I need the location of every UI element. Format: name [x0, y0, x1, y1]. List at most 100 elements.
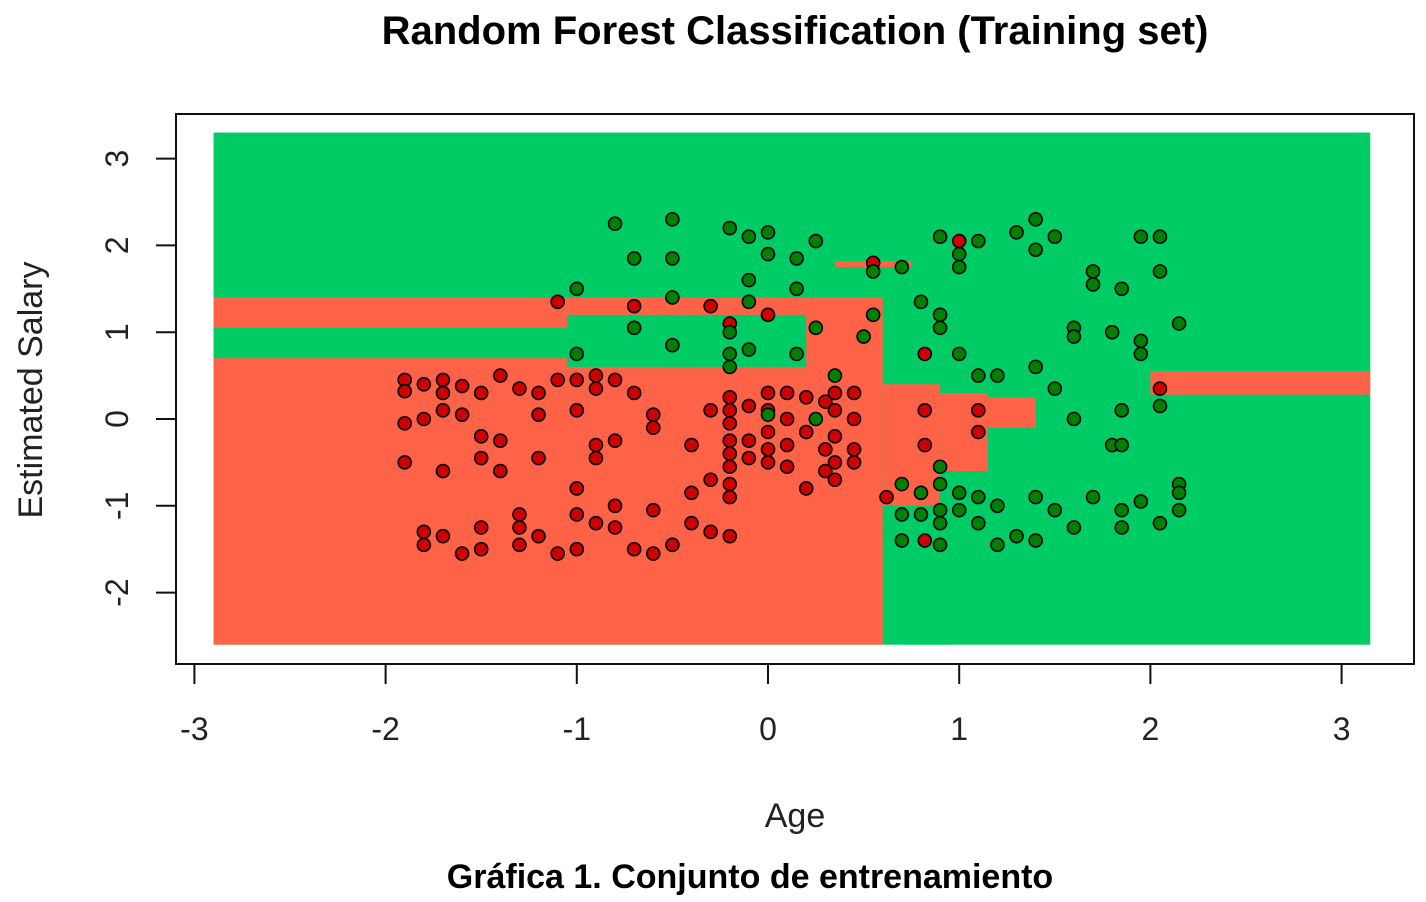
data-point-class-0 [473, 520, 489, 535]
data-point-class-1 [741, 342, 757, 357]
data-point-class-0 [493, 463, 508, 479]
data-point-class-0 [473, 541, 489, 557]
data-point-class-0 [722, 528, 738, 544]
data-point-class-0 [722, 403, 738, 418]
data-point-class-0 [665, 537, 680, 553]
data-point-class-0 [722, 459, 738, 475]
data-point-class-1 [894, 533, 910, 548]
data-point-class-1 [569, 346, 585, 362]
y-tick-label: -2 [99, 578, 135, 606]
y-tick-label: 1 [99, 323, 135, 341]
data-point-class-1 [932, 515, 948, 531]
data-point-class-1 [1152, 229, 1168, 245]
data-point-class-1 [932, 459, 948, 475]
data-point-class-1 [722, 324, 738, 340]
data-point-class-1 [1028, 212, 1043, 227]
data-point-class-1 [894, 507, 910, 522]
data-point-class-0 [760, 385, 776, 401]
data-point-class-0 [512, 520, 527, 535]
data-point-class-1 [1152, 515, 1168, 531]
data-point-class-1 [865, 264, 881, 279]
data-point-class-1 [789, 251, 804, 266]
data-point-class-0 [435, 528, 451, 544]
data-point-class-1 [1066, 520, 1082, 535]
data-point-class-0 [397, 416, 413, 431]
data-point-class-1 [722, 359, 738, 375]
data-point-class-0 [645, 546, 661, 561]
data-point-class-0 [951, 233, 967, 249]
data-point-class-1 [951, 346, 967, 362]
data-point-class-1 [1028, 359, 1043, 375]
data-point-class-0 [760, 424, 776, 440]
data-point-class-1 [1009, 225, 1024, 240]
data-point-class-0 [473, 429, 489, 444]
data-point-class-0 [798, 389, 814, 405]
data-point-class-0 [818, 442, 833, 457]
data-point-class-1 [1114, 502, 1130, 518]
data-point-class-0 [827, 429, 843, 444]
x-tick-label: 0 [759, 711, 777, 747]
data-point-class-0 [416, 411, 432, 427]
data-point-class-1 [990, 537, 1005, 553]
data-point-class-0 [626, 385, 642, 401]
data-point-class-1 [913, 294, 929, 310]
data-point-class-1 [1114, 281, 1130, 297]
data-point-class-0 [827, 403, 843, 418]
data-point-class-1 [789, 281, 804, 297]
data-point-class-0 [550, 372, 565, 388]
data-point-class-1 [932, 537, 948, 553]
data-point-class-0 [917, 437, 933, 453]
x-axis: -3 -2 -1 0 1 2 3 [180, 663, 1350, 747]
data-point-class-0 [818, 463, 833, 479]
data-point-class-1 [760, 225, 776, 240]
data-point-class-0 [607, 372, 623, 388]
data-point-class-0 [827, 472, 843, 488]
data-point-class-0 [684, 485, 699, 501]
data-point-class-1 [607, 216, 623, 231]
data-point-class-1 [569, 281, 585, 297]
data-point-class-0 [971, 403, 986, 418]
data-point-class-0 [454, 546, 470, 561]
data-point-class-1 [1152, 264, 1168, 279]
y-tick-label: 2 [99, 237, 135, 255]
data-point-class-1 [789, 346, 804, 362]
data-point-class-1 [722, 220, 738, 236]
data-point-class-1 [932, 476, 948, 492]
data-point-class-0 [827, 385, 843, 401]
data-point-class-1 [990, 498, 1005, 514]
data-point-class-0 [917, 403, 933, 418]
data-point-class-0 [512, 507, 527, 522]
data-point-class-1 [665, 337, 680, 353]
data-point-class-0 [722, 489, 738, 505]
data-point-class-0 [741, 433, 757, 449]
data-point-class-0 [760, 442, 776, 457]
data-point-class-0 [588, 515, 604, 531]
region-class-0 [987, 397, 1036, 428]
data-point-class-0 [550, 546, 565, 561]
data-point-class-0 [818, 394, 833, 409]
data-point-class-1 [760, 407, 776, 422]
data-point-class-1 [1066, 329, 1082, 344]
data-point-class-1 [913, 507, 929, 522]
data-point-class-1 [626, 320, 642, 336]
data-point-class-1 [865, 307, 881, 323]
data-point-class-1 [760, 246, 776, 262]
data-point-class-0 [760, 455, 776, 470]
data-point-class-0 [531, 450, 546, 466]
data-point-class-0 [397, 455, 413, 470]
data-point-class-1 [894, 259, 910, 275]
data-point-class-0 [512, 381, 527, 396]
data-point-class-1 [741, 294, 757, 310]
x-tick-label: -1 [563, 711, 591, 747]
region-class-0 [567, 301, 768, 315]
data-point-class-1 [1114, 437, 1130, 453]
data-point-class-0 [416, 537, 432, 553]
data-point-class-0 [703, 403, 718, 418]
data-point-class-0 [917, 346, 933, 362]
data-point-class-1 [1152, 398, 1168, 414]
region-class-1 [213, 327, 577, 359]
data-point-class-0 [435, 372, 451, 388]
data-point-class-1 [1085, 264, 1101, 279]
data-point-class-0 [626, 541, 642, 557]
data-point-class-1 [808, 233, 824, 249]
